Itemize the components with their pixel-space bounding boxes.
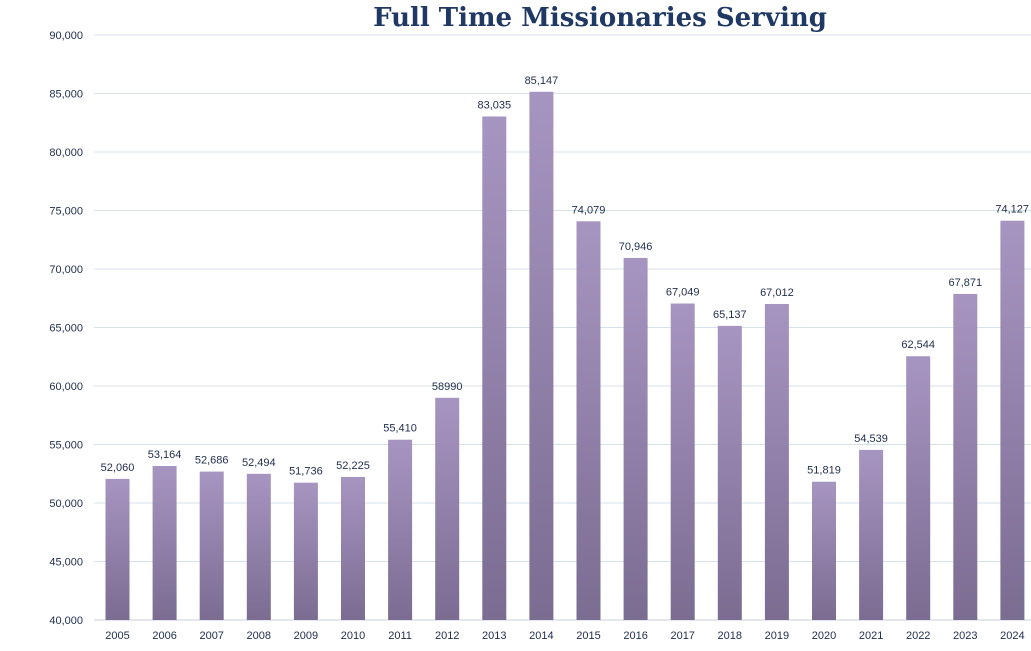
y-tick-label: 80,000 xyxy=(49,147,83,159)
x-tick-label: 2022 xyxy=(906,630,930,642)
x-tick-label: 2016 xyxy=(623,630,647,642)
data-label: 70,946 xyxy=(619,241,653,253)
data-label: 52,225 xyxy=(336,460,370,472)
data-label: 65,137 xyxy=(713,309,747,321)
data-label: 74,127 xyxy=(995,204,1029,216)
bar-2009 xyxy=(293,482,318,620)
data-label: 51,819 xyxy=(807,465,841,477)
x-tick-label: 2010 xyxy=(341,630,365,642)
data-label: 67,049 xyxy=(666,287,700,299)
bar-2014 xyxy=(529,91,554,621)
x-tick-label: 2009 xyxy=(294,630,318,642)
gridlines xyxy=(94,34,1031,621)
x-tick-label: 2017 xyxy=(670,630,694,642)
data-label: 67,871 xyxy=(948,277,982,289)
bar-2015 xyxy=(576,221,601,620)
bar-2024 xyxy=(1000,220,1025,620)
x-tick-label: 2006 xyxy=(152,630,176,642)
bar-2007 xyxy=(199,471,224,620)
y-tick-label: 65,000 xyxy=(49,323,83,335)
x-tick-label: 2019 xyxy=(765,630,789,642)
x-tick-label: 2008 xyxy=(247,630,271,642)
bar-2006 xyxy=(152,465,177,620)
y-tick-label: 50,000 xyxy=(49,498,83,510)
x-tick-label: 2015 xyxy=(576,630,600,642)
data-label: 52,686 xyxy=(195,455,229,467)
x-tick-label: 2013 xyxy=(482,630,506,642)
x-tick-label: 2023 xyxy=(953,630,977,642)
y-tick-label: 85,000 xyxy=(49,89,83,101)
y-tick-label: 40,000 xyxy=(49,615,83,627)
bar-2008 xyxy=(246,473,271,620)
data-label: 58990 xyxy=(432,381,463,393)
data-label: 67,012 xyxy=(760,287,794,299)
y-tick-label: 70,000 xyxy=(49,264,83,276)
x-axis: 2005 2006 2007 2008 2009 2010 2011 2012 2013 2014… xyxy=(105,630,1024,642)
bar-2017 xyxy=(670,303,695,620)
data-label: 55,410 xyxy=(383,423,417,435)
bar-2016 xyxy=(623,257,648,620)
bar-2021 xyxy=(859,449,884,620)
data-label: 51,736 xyxy=(289,466,323,478)
data-label: 74,079 xyxy=(572,204,606,216)
bar-2022 xyxy=(906,356,931,620)
data-label: 52,060 xyxy=(101,462,135,474)
y-tick-label: 55,000 xyxy=(49,440,83,452)
y-tick-label: 60,000 xyxy=(49,381,83,393)
y-tick-label: 75,000 xyxy=(49,206,83,218)
data-label: 52,494 xyxy=(242,457,276,469)
data-label: 54,539 xyxy=(854,433,888,445)
x-tick-label: 2024 xyxy=(1000,630,1024,642)
bar-2010 xyxy=(341,476,365,620)
bar-2013 xyxy=(482,116,507,620)
y-tick-label: 45,000 xyxy=(49,557,83,569)
y-axis: 40,000 45,000 50,000 55,000 60,000 65,000 70,0… xyxy=(49,30,83,627)
x-tick-label: 2011 xyxy=(388,630,412,642)
data-label: 53,164 xyxy=(148,449,182,461)
bar-2019 xyxy=(764,303,789,620)
bar-2023 xyxy=(953,293,978,620)
x-tick-label: 2014 xyxy=(529,630,553,642)
chart-title: Full Time Missionaries Serving xyxy=(373,3,827,33)
bar-2011 xyxy=(388,439,413,620)
x-tick-label: 2005 xyxy=(105,630,129,642)
data-labels: 52,060 53,164 52,686 52,494 51,736 52,225 55,4… xyxy=(101,75,1029,478)
x-tick-label: 2018 xyxy=(718,630,742,642)
data-label: 62,544 xyxy=(901,339,935,351)
bar-2005 xyxy=(105,478,130,620)
x-tick-label: 2021 xyxy=(859,630,883,642)
x-tick-label: 2012 xyxy=(435,630,459,642)
y-tick-label: 90,000 xyxy=(49,30,83,42)
x-tick-label: 2007 xyxy=(199,630,223,642)
bars xyxy=(105,91,1025,621)
data-label: 83,035 xyxy=(477,99,511,111)
bar-2012 xyxy=(435,397,460,620)
bar-2020 xyxy=(812,481,836,620)
x-tick-label: 2020 xyxy=(812,630,836,642)
bar-2018 xyxy=(717,325,742,620)
data-label: 85,147 xyxy=(525,75,559,87)
